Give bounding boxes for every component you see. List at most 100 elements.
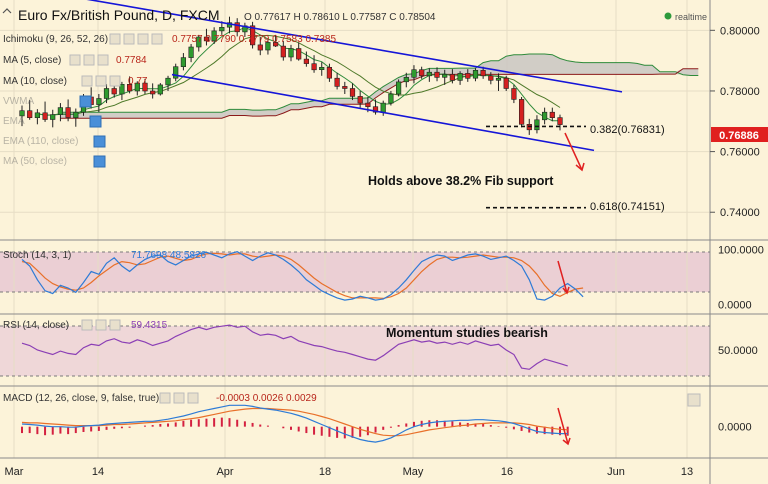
candle bbox=[250, 21, 256, 49]
collapse-arrow-icon[interactable] bbox=[2, 8, 12, 14]
candle-body bbox=[334, 77, 340, 87]
eye-icon[interactable] bbox=[69, 54, 81, 66]
candle bbox=[65, 99, 71, 122]
candle-body bbox=[549, 111, 555, 118]
vwma-label: VWMA bbox=[3, 96, 34, 107]
candles bbox=[19, 16, 563, 135]
candle-body bbox=[442, 74, 448, 78]
macd-tick-label: 0.0000 bbox=[718, 422, 752, 434]
settings-icon[interactable] bbox=[83, 54, 95, 66]
close-icon[interactable] bbox=[187, 392, 199, 404]
eye-icon[interactable] bbox=[81, 319, 93, 331]
candle bbox=[134, 81, 140, 96]
x-tick-label: 14 bbox=[92, 466, 104, 478]
eye-toggle-icon[interactable] bbox=[79, 95, 92, 108]
candle bbox=[27, 100, 33, 120]
settings-icon[interactable] bbox=[123, 33, 135, 45]
candle bbox=[96, 93, 102, 113]
candle-body bbox=[411, 69, 417, 78]
candle bbox=[127, 76, 133, 94]
candle bbox=[411, 65, 417, 84]
candle bbox=[372, 99, 379, 115]
candle bbox=[165, 75, 171, 91]
settings-icon[interactable] bbox=[173, 392, 185, 404]
legend-ma10[interactable]: MA (10, close) 0.77 bbox=[3, 75, 148, 87]
legend-macd[interactable]: MACD (12, 26, close, 9, false, true) -0.… bbox=[3, 392, 317, 404]
candle-body bbox=[365, 102, 371, 107]
candle bbox=[296, 42, 302, 61]
legend-stoch[interactable]: Stoch (14, 3, 1) 71.7698 48.5826 bbox=[3, 250, 207, 261]
candle-body bbox=[296, 48, 302, 60]
candle-body bbox=[103, 88, 110, 99]
candle-body bbox=[203, 36, 210, 42]
close-icon[interactable] bbox=[109, 75, 121, 87]
fib-levels bbox=[486, 125, 586, 209]
ohlc-readout: O 0.77617 H 0.78610 L 0.77587 C 0.78504 bbox=[244, 12, 436, 23]
settings-icon[interactable] bbox=[95, 75, 107, 87]
last-price-badge bbox=[711, 127, 768, 142]
candle bbox=[503, 75, 509, 91]
candle-body bbox=[127, 84, 133, 92]
close-icon[interactable] bbox=[97, 54, 109, 66]
macd-pane bbox=[0, 388, 710, 456]
candle-body bbox=[119, 84, 125, 95]
bearish-arrow-price bbox=[564, 132, 585, 172]
candle-body bbox=[472, 70, 479, 79]
x-tick-label: Apr bbox=[216, 466, 233, 478]
candle-body bbox=[288, 48, 294, 58]
eye-toggle-icon[interactable] bbox=[93, 135, 106, 148]
ema110-label: EMA (110, close) bbox=[3, 136, 78, 147]
candle bbox=[42, 101, 48, 122]
macd-plot bbox=[21, 404, 569, 443]
ma5-label: MA (5, close) bbox=[3, 55, 61, 66]
eye-icon[interactable] bbox=[159, 392, 171, 404]
eye-icon[interactable] bbox=[81, 75, 93, 87]
legend-visibility-toggles[interactable] bbox=[79, 95, 106, 168]
candle-body bbox=[372, 106, 379, 113]
candle bbox=[419, 66, 425, 79]
candle-body bbox=[557, 117, 563, 125]
candle-body bbox=[111, 88, 117, 95]
legend-rsi[interactable]: RSI (14, close) 59.4315 bbox=[3, 319, 168, 331]
bearish-arrow-macd bbox=[557, 407, 571, 446]
pane-maximize-icon[interactable] bbox=[687, 393, 701, 407]
candle bbox=[434, 67, 440, 82]
candle-body bbox=[303, 58, 310, 64]
legend-ichimoku[interactable]: Ichimoku (9, 26, 52, 26) 0.7757 0.7790 0… bbox=[3, 33, 336, 45]
stoch-values: 71.7698 48.5826 bbox=[131, 250, 207, 261]
candle-body bbox=[541, 111, 548, 121]
grid-lines bbox=[0, 0, 710, 458]
candle-body bbox=[211, 30, 217, 42]
candle-body bbox=[65, 107, 71, 118]
candle bbox=[203, 28, 210, 46]
macd-signal-line bbox=[21, 407, 568, 437]
eye-toggle-icon[interactable] bbox=[89, 115, 102, 128]
close-icon[interactable] bbox=[109, 319, 121, 331]
eye-icon[interactable] bbox=[109, 33, 121, 45]
candle-body bbox=[96, 98, 102, 105]
candle-body bbox=[342, 86, 348, 89]
candle bbox=[319, 62, 325, 76]
candle-body bbox=[27, 110, 33, 118]
close-icon[interactable] bbox=[137, 33, 149, 45]
trend-channel bbox=[86, 0, 623, 152]
momentum-note: Momentum studies bearish bbox=[386, 326, 548, 340]
candle bbox=[34, 109, 40, 125]
candle bbox=[557, 114, 563, 131]
more-icon[interactable] bbox=[151, 33, 163, 45]
legend-ma5[interactable]: MA (5, close) 0.7784 bbox=[3, 54, 147, 66]
eye-toggle-icon[interactable] bbox=[93, 155, 106, 168]
candle-body bbox=[380, 102, 386, 113]
legend-faded[interactable]: VWMA EMA EMA (110, close) MA (50, close) bbox=[3, 96, 78, 167]
fib-382-label: 0.382(0.76831) bbox=[590, 124, 665, 136]
candle-body bbox=[534, 119, 540, 131]
settings-icon[interactable] bbox=[95, 319, 107, 331]
candle bbox=[357, 90, 363, 108]
candle-body bbox=[319, 67, 325, 71]
candle bbox=[19, 105, 25, 127]
senkou-span-b bbox=[60, 68, 699, 119]
candle bbox=[334, 72, 340, 90]
realtime-label: realtime bbox=[675, 12, 707, 22]
last-price-text: 0.76886 bbox=[719, 130, 759, 142]
